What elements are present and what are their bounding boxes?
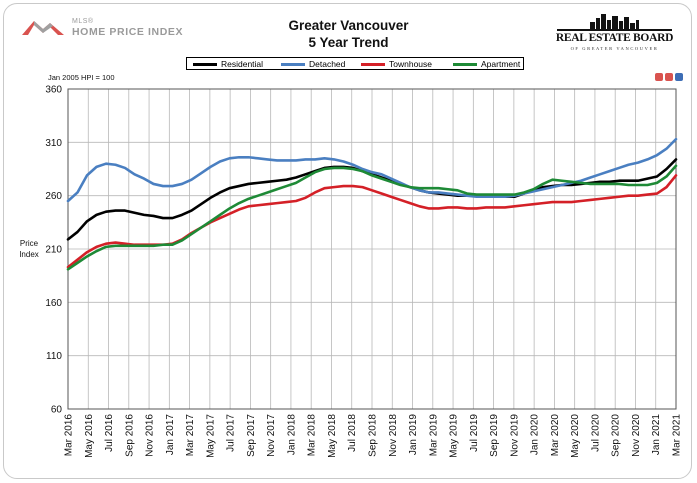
chart-frame: [3, 3, 692, 479]
x-tick-label: Mar 2016: [64, 414, 75, 457]
x-tick-label: Sep 2016: [124, 414, 135, 457]
axes: 60 110 160 210 260 310 360 Mar 2016 May 2016 Jul …: [45, 85, 682, 458]
x-tick-label: Mar 2021: [672, 414, 683, 457]
chart-title-line1: Greater Vancouver: [288, 18, 409, 33]
y-tick-label: 160: [45, 298, 62, 309]
partner-icons: [655, 73, 685, 87]
y-tick-label: 260: [45, 191, 62, 202]
x-tick-label: Nov 2020: [631, 414, 642, 457]
city-skyline-icon: [557, 14, 672, 31]
grid: [67, 88, 677, 410]
y-tick-label: 210: [45, 245, 62, 256]
board-name: REAL ESTATE BOARD: [555, 32, 674, 44]
chart-title-line2: 5 Year Trend: [308, 35, 389, 50]
real-estate-board-logo: REAL ESTATE BOARD OF GREATER VANCOUVER: [552, 12, 677, 52]
x-tick-label: Mar 2019: [428, 414, 439, 457]
x-tick-label: Sep 2017: [246, 414, 257, 457]
x-tick-label: Jul 2019: [469, 414, 480, 452]
legend-swatch-residential: [193, 63, 217, 66]
y-axis-label: Price Index: [19, 239, 39, 259]
legend-swatch-detached: [281, 63, 305, 66]
plot-area-border: [67, 88, 677, 410]
x-tick-label: Jan 2021: [651, 414, 662, 456]
x-tick-label: Jul 2017: [226, 414, 237, 452]
chart-legend: Residential Detached Townhouse Apartment: [186, 57, 524, 70]
x-tick-label: Nov 2019: [509, 414, 520, 457]
x-tick-label: May 2017: [205, 414, 216, 458]
legend-label-apartment: Apartment: [481, 59, 521, 69]
house-roof-icon: [22, 21, 64, 35]
hpi-base-note: Jan 2005 HPI = 100: [48, 73, 115, 82]
x-tick-label: Nov 2018: [388, 414, 399, 457]
house-icon: [655, 73, 663, 81]
board-subtitle: OF GREATER VANCOUVER: [570, 46, 659, 51]
x-tick-label: Jan 2018: [286, 414, 297, 456]
x-tick-label: Mar 2017: [185, 414, 196, 457]
x-tick-label: Nov 2016: [145, 414, 156, 457]
mls-hpi-logo: MLS® HOME PRICE INDEX: [20, 15, 200, 41]
x-tick-label: Jul 2016: [104, 414, 115, 452]
x-tick-label: Mar 2018: [307, 414, 318, 457]
x-tick-label: Mar 2020: [550, 414, 561, 457]
house-icon: [675, 73, 683, 81]
x-tick-label: May 2016: [84, 414, 95, 458]
x-tick-label: Jan 2020: [530, 414, 541, 456]
x-tick-label: May 2018: [327, 414, 338, 458]
x-tick-label: Sep 2019: [489, 414, 500, 457]
legend-label-residential: Residential: [221, 59, 264, 69]
legend-label-townhouse: Townhouse: [389, 59, 433, 69]
y-tick-label: 360: [45, 85, 62, 96]
house-icon: [665, 73, 673, 81]
legend-swatch-apartment: [453, 63, 477, 66]
legend-swatch-townhouse: [361, 63, 385, 66]
x-tick-label: Jul 2018: [347, 414, 358, 452]
x-tick-label: Sep 2020: [611, 414, 622, 457]
series: [66, 137, 678, 271]
x-tick-label: May 2019: [449, 414, 460, 458]
mls-label: MLS®: [72, 18, 94, 25]
home-price-index-label: HOME PRICE INDEX: [72, 26, 184, 38]
x-tick-label: Nov 2017: [266, 414, 277, 457]
chart-title: Greater Vancouver 5 Year Trend: [210, 17, 487, 51]
x-tick-label: May 2020: [570, 414, 581, 458]
y-tick-label: 110: [46, 351, 62, 362]
x-tick-label: Jan 2017: [165, 414, 176, 456]
y-tick-label: 310: [45, 138, 62, 149]
x-tick-label: Sep 2018: [368, 414, 379, 457]
series-line-apartment: [66, 164, 678, 271]
x-tick-label: Jul 2020: [590, 414, 601, 452]
y-tick-label: 60: [51, 405, 63, 416]
x-tick-label: Jan 2019: [408, 414, 419, 456]
legend-label-detached: Detached: [309, 59, 346, 69]
